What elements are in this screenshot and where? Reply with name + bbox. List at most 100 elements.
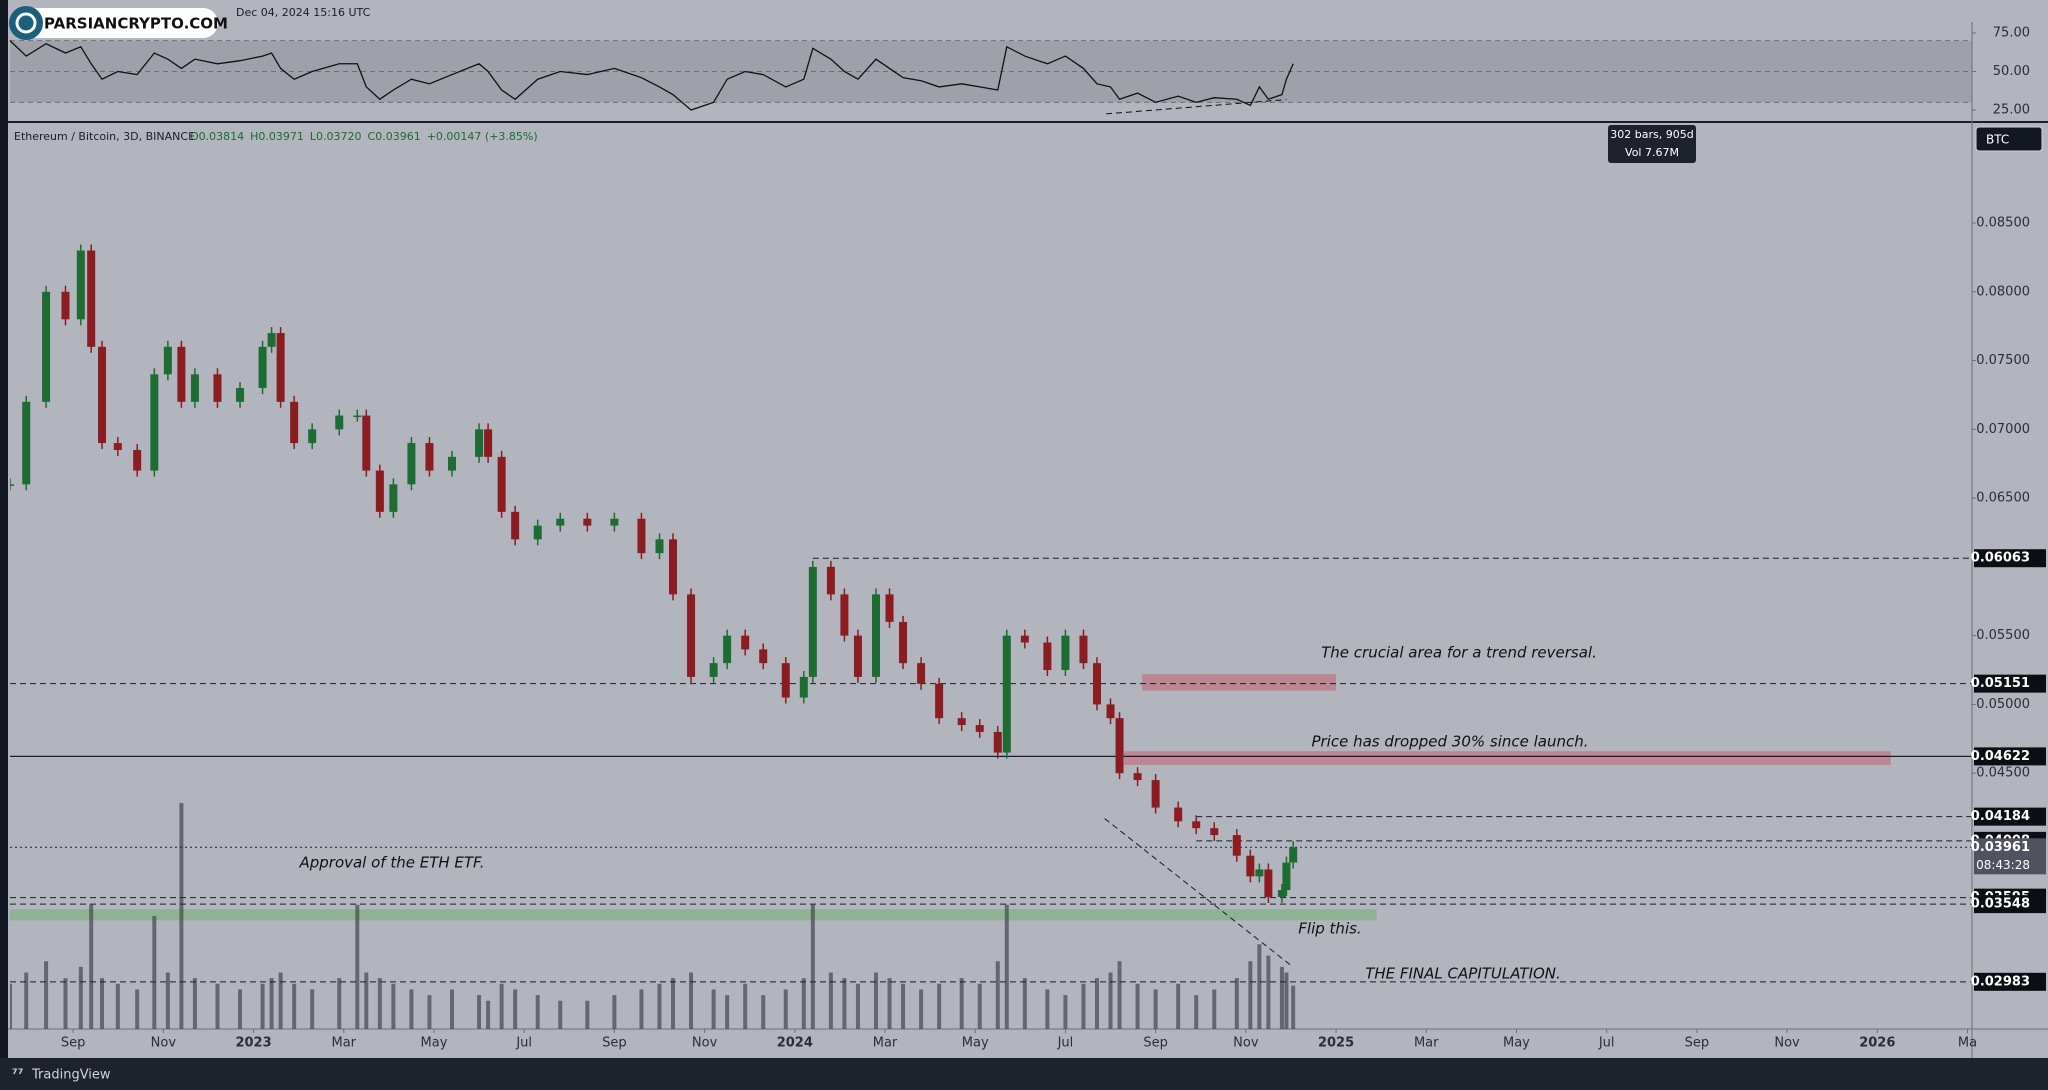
volume-bar: [1094, 978, 1099, 1029]
y-tick-label: 0.07500: [1976, 353, 2030, 368]
volume-bar: [179, 803, 184, 1029]
volume-bar: [310, 989, 315, 1029]
x-tick-label: Jul: [1057, 1036, 1074, 1051]
x-tick-label: Sep: [1685, 1036, 1710, 1051]
annotation: Price has dropped 30% since launch.: [1311, 733, 1588, 751]
ohlc-high: H0.03971: [250, 130, 304, 143]
volume-bar: [1135, 983, 1140, 1029]
ohlc-open: O0.03814: [190, 130, 244, 143]
level-label-box: [1974, 972, 2046, 991]
candle: [899, 621, 908, 664]
watermark-logo: [9, 6, 43, 40]
volume-bar: [558, 1000, 563, 1029]
watermark-box: [22, 8, 218, 38]
candle: [1061, 635, 1070, 671]
volume-bar: [1194, 995, 1199, 1029]
zone: [10, 909, 1377, 921]
candle: [975, 725, 984, 732]
candle: [150, 374, 159, 471]
x-tick-label: Sep: [1143, 1036, 1168, 1051]
candle: [709, 663, 718, 677]
candle: [133, 449, 142, 471]
level-label-box: [1974, 895, 2046, 914]
volume-bar: [337, 978, 342, 1029]
candle: [308, 429, 317, 444]
x-tick-label: Sep: [61, 1036, 86, 1051]
footer-bar: [0, 1058, 2048, 1090]
volume-bar: [828, 972, 833, 1029]
x-tick-label: May: [421, 1036, 448, 1051]
level-label: 0.04622: [1971, 749, 2030, 764]
tooltip-volume: Vol 7.67M: [1625, 146, 1679, 159]
level-label: 0.04184: [1971, 809, 2030, 824]
volume-bar: [152, 916, 157, 1029]
candle: [1210, 828, 1219, 836]
volume-bar: [1045, 989, 1050, 1029]
candle: [375, 470, 384, 512]
candle: [98, 346, 107, 444]
candle: [917, 663, 926, 684]
volume-bar: [409, 989, 414, 1029]
candle: [61, 291, 70, 320]
timestamp: Dec 04, 2024 15:16 UTC: [236, 6, 371, 19]
y-tick-label: 0.06500: [1976, 491, 2030, 506]
volume-bar: [657, 983, 662, 1029]
candle: [1255, 869, 1264, 877]
zone: [1124, 751, 1891, 765]
candle: [236, 388, 245, 402]
volume-bar: [689, 972, 694, 1029]
volume-bar: [238, 989, 243, 1029]
level-label-box: [1974, 549, 2046, 568]
volume-bar: [269, 978, 274, 1029]
volume-bar: [100, 978, 105, 1029]
rsi-tick-label: 50.00: [1993, 64, 2030, 79]
volume-bar: [499, 983, 504, 1029]
volume-bar: [1004, 904, 1009, 1029]
volume-bar: [513, 989, 518, 1029]
volume-bar: [1279, 966, 1284, 1029]
watermark-logo-ring: [15, 12, 37, 34]
candle: [511, 511, 520, 540]
volume-bar: [364, 972, 369, 1029]
x-tick-label: Nov: [1774, 1036, 1800, 1051]
volume-bar: [995, 961, 1000, 1029]
candle: [276, 333, 285, 402]
volume-bar: [427, 995, 432, 1029]
candle: [637, 518, 646, 554]
candle: [10, 484, 14, 486]
x-tick-label: 2025: [1318, 1036, 1354, 1051]
x-tick-label: Nov: [1233, 1036, 1259, 1051]
volume-bar: [377, 978, 382, 1029]
ohlc-low: L0.03720: [310, 130, 362, 143]
candle: [723, 635, 732, 664]
candle: [935, 683, 944, 719]
candle: [1232, 835, 1241, 856]
volume-bar: [292, 983, 297, 1029]
candle: [267, 333, 276, 347]
volume-bar: [761, 995, 766, 1029]
candle: [1246, 855, 1255, 877]
level-label-box: [1974, 747, 2046, 766]
ohlc-legend: O0.03814 H0.03971 L0.03720 C0.03961 +0.00147…: [190, 130, 538, 143]
volume-bar: [1248, 961, 1253, 1029]
x-tick-label: Jul: [1598, 1036, 1615, 1051]
candle: [1115, 718, 1124, 774]
y-tick-label: 0.08000: [1976, 284, 2030, 299]
volume-bar: [89, 904, 94, 1029]
candle: [484, 429, 493, 457]
level-label: 0.05151: [1971, 676, 2030, 691]
candle: [1020, 635, 1029, 643]
candle: [335, 415, 344, 430]
volume-bar: [783, 989, 788, 1029]
volume-bar: [165, 972, 170, 1029]
symbol: Ethereum / Bitcoin, 3D, BINANCE: [14, 130, 195, 143]
volume-bar: [355, 904, 360, 1029]
volume-bar: [725, 995, 730, 1029]
x-tick-label: Mar: [873, 1036, 898, 1051]
chart-background: [8, 0, 2048, 1058]
watermark: PARSIANCRYPTO.COM: [44, 15, 228, 33]
y-tick-label: 0.07000: [1976, 422, 2030, 437]
volume-bar: [585, 1000, 590, 1029]
